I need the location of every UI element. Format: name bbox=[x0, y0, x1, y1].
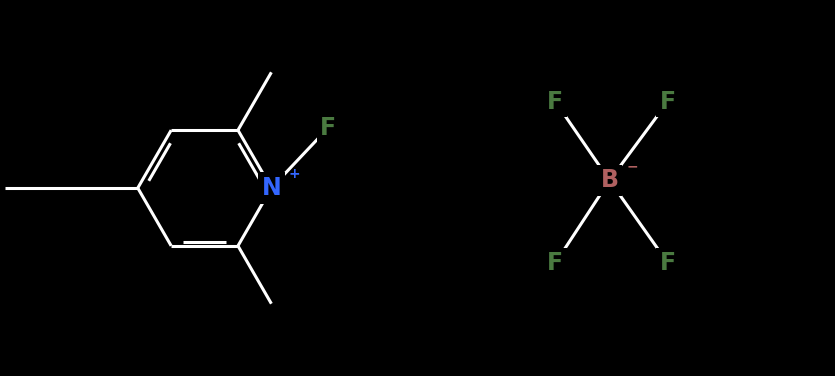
Text: +: + bbox=[288, 167, 300, 181]
Text: B: B bbox=[600, 168, 619, 193]
Text: F: F bbox=[660, 89, 676, 114]
Text: −: − bbox=[626, 160, 638, 174]
Text: N: N bbox=[261, 176, 281, 200]
Text: F: F bbox=[547, 251, 564, 275]
Text: F: F bbox=[660, 251, 676, 275]
Text: F: F bbox=[547, 89, 564, 114]
Text: F: F bbox=[320, 116, 337, 140]
